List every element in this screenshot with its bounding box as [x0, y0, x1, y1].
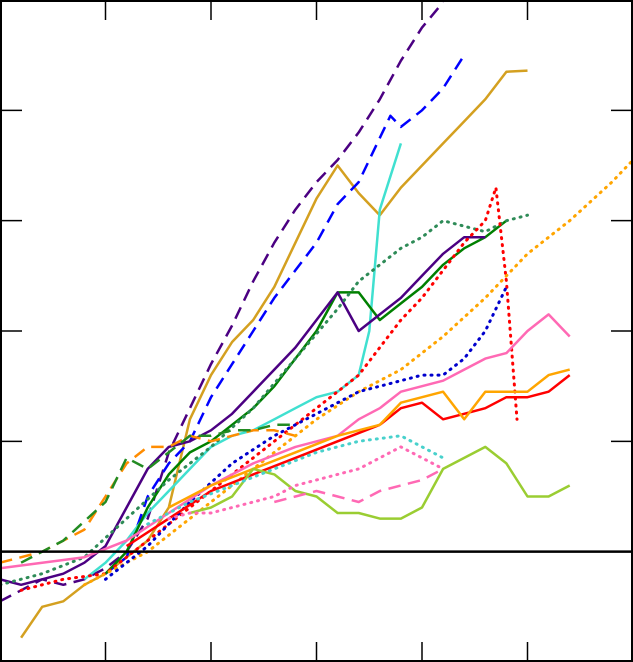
- series-line-17: [146, 434, 445, 526]
- series-line-8: [19, 186, 519, 592]
- series-line-11: [82, 158, 633, 587]
- series-line-13: [0, 313, 571, 570]
- series-line-9: [0, 429, 296, 564]
- series-layer: [0, 1, 633, 639]
- series-line-5: [104, 219, 508, 575]
- series-line-15: [168, 368, 571, 509]
- series-line-16: [189, 445, 571, 520]
- series-line-19: [273, 467, 444, 504]
- series-line-6: [0, 235, 486, 587]
- series-line-7: [0, 213, 529, 587]
- series-line-2: [0, 1, 445, 603]
- series-line-12: [104, 285, 508, 581]
- series-line-3: [104, 54, 466, 575]
- series-line-14: [125, 374, 571, 548]
